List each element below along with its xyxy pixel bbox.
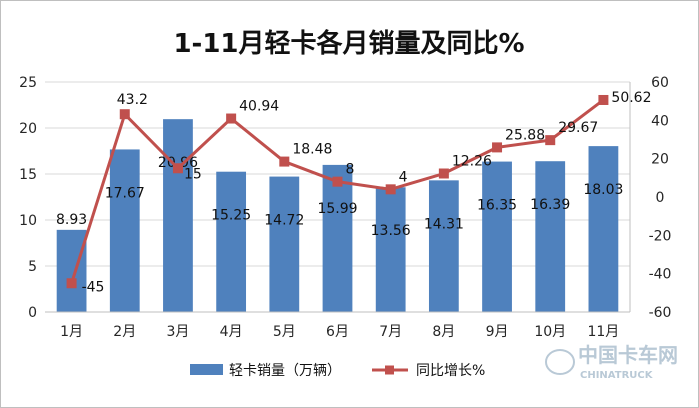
bar [482,161,512,312]
y-right-tick-label: 20 [651,152,669,168]
bar-data-label: 14.31 [424,216,464,232]
x-tick-label: 11月 [587,324,619,340]
line-data-label: 12.26 [452,154,492,170]
line-data-label: 50.62 [611,90,651,106]
bar [56,229,87,312]
bar [428,180,459,312]
bar-data-label: 18.03 [583,182,623,198]
line-point [332,176,343,187]
x-tick-label: 5月 [273,324,296,340]
bar [375,187,406,312]
y-right-tick-label: -40 [649,267,672,283]
line-point [598,94,609,105]
line-data-label: 8 [346,162,355,178]
x-tick-label: 3月 [166,324,189,340]
line-data-label: 18.48 [292,142,332,158]
bar-data-label: 16.35 [477,198,517,214]
x-tick-label: 2月 [113,324,136,340]
bar-data-label: 17.67 [105,185,145,201]
bar [216,171,247,312]
x-tick-label: 10月 [534,324,566,340]
line-data-label: -45 [82,279,105,295]
chart-title: 1-11月轻卡各月销量及同比% [173,28,524,59]
y-axis-left: 0 5 10 15 20 25 [19,75,37,321]
bar [163,119,193,312]
line-point [172,163,183,174]
bar-data-label: 15.25 [211,208,251,224]
line-point [279,156,290,167]
line-data-label: 29.67 [558,120,598,136]
watermark-logo: 中国卡车网 CHINATRUCK [545,343,678,381]
bar [322,164,353,312]
x-tick-label: 1月 [60,324,83,340]
line-series: -45 43.2 15 40.94 18.48 8 4 12.26 25.88 29.67 50.6… [66,90,652,295]
x-tick-label: 4月 [220,324,243,340]
y-right-tick-label: 40 [651,113,669,129]
y-left-tick-label: 15 [19,167,37,183]
y-right-tick-label: -60 [649,305,672,321]
y-left-tick-label: 10 [19,213,37,229]
line-data-label: 43.2 [117,92,148,108]
legend-line-label: 同比增长% [416,363,485,379]
line-data-label: 4 [399,169,408,185]
bar-data-label: 15.99 [317,201,357,217]
bar [535,161,566,312]
y-left-tick-label: 25 [19,75,37,91]
truck-logo-icon [545,349,575,375]
x-tick-label: 7月 [379,324,402,340]
y-right-tick-label: 0 [656,190,665,206]
legend-line-marker [385,365,394,375]
bar [109,149,140,312]
x-tick-label: 6月 [326,324,349,340]
x-axis: 1月 2月 3月 4月 5月 6月 7月 8月 9月 10月 11月 [45,311,630,340]
line-point [492,142,503,153]
y-right-tick-label: 60 [651,75,669,91]
line-data-label: 25.88 [505,127,545,143]
watermark-en: CHINATRUCK [580,370,654,381]
legend-bar-swatch [190,364,223,375]
bar [588,146,619,312]
line-data-label: 40.94 [239,99,279,115]
legend: 轻卡销量（万辆） 同比增长% [190,363,485,379]
line-point [66,278,77,289]
legend-bar-label: 轻卡销量（万辆） [229,363,341,379]
y-left-tick-label: 20 [19,121,37,137]
watermark-cn: 中国卡车网 [578,343,678,367]
y-left-tick-label: 5 [28,259,37,275]
y-axis-right: -60 -40 -20 0 20 40 60 [629,75,672,321]
x-tick-label: 9月 [486,324,509,340]
line-point [385,184,396,195]
line-point [545,135,556,146]
bar-data-label: 14.72 [264,213,304,229]
line-point [226,113,237,124]
bar-data-label: 8.93 [56,212,87,228]
line-point [438,168,449,179]
bar [269,176,300,312]
bar-data-label: 13.56 [371,223,411,239]
line-point [119,109,130,120]
line-data-label: 15 [184,166,202,182]
y-left-tick-label: 0 [28,305,37,321]
bar-data-label: 16.39 [530,197,570,213]
y-right-tick-label: -20 [649,228,672,244]
x-tick-label: 8月 [432,324,455,340]
